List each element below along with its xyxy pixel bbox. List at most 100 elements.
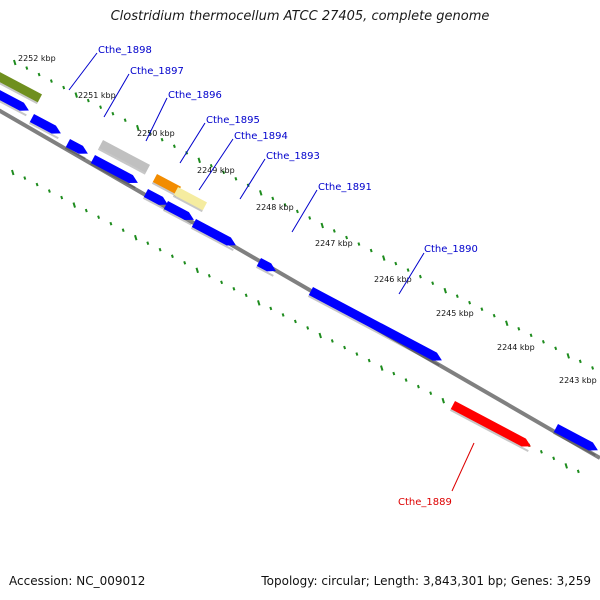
inner-tick-mark bbox=[564, 463, 568, 469]
inner-tick-mark bbox=[23, 176, 27, 180]
inner-tick-mark bbox=[232, 287, 236, 291]
gene-label[interactable]: Cthe_1895 bbox=[206, 115, 260, 126]
gene-arrow[interactable] bbox=[307, 287, 444, 367]
gene-box-olive[interactable] bbox=[0, 70, 43, 105]
outer-tick-mark bbox=[591, 366, 595, 370]
gene-label[interactable]: Cthe_1896 bbox=[168, 90, 222, 101]
kbp-ruler-labels: 2252 kbp 2251 kbp 2250 kbp 2249 kbp 2248 kbp… bbox=[18, 54, 597, 385]
inner-tick-mark bbox=[355, 352, 359, 356]
kbp-label: 2252 kbp bbox=[18, 54, 56, 63]
inner-tick-mark bbox=[97, 215, 101, 219]
outer-tick-mark bbox=[468, 300, 472, 305]
inner-tick-mark bbox=[380, 365, 384, 371]
gene-arrow[interactable] bbox=[142, 189, 170, 211]
kbp-label: 2249 kbp bbox=[197, 166, 235, 175]
inner-tick-mark bbox=[293, 319, 297, 324]
gene-box-orange[interactable] bbox=[151, 174, 181, 197]
outer-tick-mark bbox=[111, 111, 115, 116]
outer-tick-mark bbox=[578, 359, 582, 364]
inner-tick-mark bbox=[207, 273, 211, 278]
gene-leader-line bbox=[398, 252, 425, 295]
outer-tick-track bbox=[13, 59, 595, 370]
inner-tick-mark bbox=[146, 241, 150, 246]
gene-arrow[interactable] bbox=[190, 219, 238, 251]
outer-tick-mark bbox=[25, 66, 29, 70]
outer-tick-mark bbox=[332, 229, 336, 233]
outer-tick-mark bbox=[136, 124, 140, 131]
outer-tick-mark bbox=[529, 333, 533, 338]
outer-tick-mark bbox=[86, 98, 90, 103]
outer-tick-mark bbox=[209, 163, 213, 168]
gene-label[interactable]: Cthe_1889 bbox=[398, 497, 452, 508]
outer-tick-mark bbox=[345, 235, 349, 240]
outer-tick-mark bbox=[49, 79, 53, 83]
gene-leader-line bbox=[179, 122, 206, 164]
outer-tick-mark bbox=[222, 170, 226, 175]
inner-tick-mark bbox=[72, 202, 76, 208]
kbp-label: 2245 kbp bbox=[436, 309, 474, 318]
outer-tick-mark bbox=[99, 105, 103, 109]
gene-leader-line bbox=[239, 158, 266, 200]
gene-arrow[interactable] bbox=[162, 201, 196, 226]
inner-tick-mark bbox=[404, 378, 408, 382]
outer-tick-mark bbox=[369, 248, 373, 253]
gene-arrow[interactable] bbox=[552, 424, 600, 456]
outer-tick-mark bbox=[480, 307, 484, 312]
inner-tick-mark bbox=[330, 339, 334, 343]
outer-tick-mark bbox=[320, 222, 324, 229]
gene-arrow[interactable] bbox=[28, 114, 63, 140]
inner-tick-mark bbox=[429, 391, 433, 395]
outer-tick-mark bbox=[234, 177, 238, 181]
inner-tick-mark bbox=[281, 313, 285, 317]
gene-label[interactable]: Cthe_1893 bbox=[266, 151, 320, 162]
outer-tick-mark bbox=[295, 209, 299, 214]
inner-tick-mark bbox=[195, 267, 199, 274]
gene-box-yellow[interactable] bbox=[172, 187, 208, 213]
gene-label[interactable]: Cthe_1894 bbox=[234, 131, 288, 142]
gene-labels: Cthe_1898 Cthe_1897 Cthe_1896 Cthe_1895 Cthe… bbox=[98, 45, 478, 508]
outer-tick-mark bbox=[37, 72, 41, 77]
kbp-label: 2248 kbp bbox=[256, 203, 294, 212]
outer-tick-mark bbox=[566, 353, 570, 359]
gene-box-grey[interactable] bbox=[97, 140, 150, 175]
gene-label[interactable]: Cthe_1890 bbox=[424, 244, 478, 255]
gene-label[interactable]: Cthe_1897 bbox=[130, 66, 184, 77]
gene-label[interactable]: Cthe_1898 bbox=[98, 45, 152, 56]
inner-tick-mark bbox=[134, 234, 138, 241]
kbp-label: 2244 kbp bbox=[497, 343, 535, 352]
gene-label[interactable]: Cthe_1891 bbox=[318, 182, 372, 193]
kbp-label: 2251 kbp bbox=[78, 91, 116, 100]
gene-leader-line bbox=[451, 442, 475, 492]
outer-tick-mark bbox=[13, 59, 17, 66]
inner-tick-mark bbox=[121, 228, 125, 232]
outer-tick-mark bbox=[541, 340, 545, 344]
inner-tick-mark bbox=[170, 254, 174, 259]
outer-tick-mark bbox=[123, 118, 127, 122]
gene-arrow[interactable] bbox=[89, 155, 140, 189]
inner-tick-mark bbox=[11, 169, 15, 176]
outer-tick-mark bbox=[406, 268, 410, 272]
gene-arrow[interactable] bbox=[0, 88, 31, 117]
outer-tick-mark bbox=[431, 281, 435, 285]
inner-tick-mark bbox=[306, 326, 310, 330]
kbp-label: 2250 kbp bbox=[137, 129, 175, 138]
inner-tick-mark bbox=[60, 195, 64, 200]
gene-arrow[interactable] bbox=[255, 258, 278, 277]
inner-tick-mark bbox=[47, 189, 51, 193]
outer-tick-mark bbox=[172, 144, 176, 149]
inner-tick-mark bbox=[441, 397, 445, 404]
gene-cthe-1889[interactable] bbox=[449, 401, 533, 453]
inner-tick-mark bbox=[552, 456, 556, 461]
inner-tick-mark bbox=[220, 280, 224, 285]
genome-backbone bbox=[0, 108, 600, 460]
inner-tick-mark bbox=[183, 260, 187, 265]
inner-tick-mark bbox=[416, 384, 420, 389]
outer-tick-mark bbox=[492, 313, 496, 318]
gene-arrow[interactable] bbox=[64, 139, 90, 160]
backbone-line bbox=[0, 108, 600, 460]
inner-tick-mark bbox=[84, 208, 88, 213]
outer-tick-mark bbox=[308, 216, 312, 220]
outer-tick-mark bbox=[455, 294, 459, 299]
inner-tick-mark bbox=[244, 293, 248, 298]
